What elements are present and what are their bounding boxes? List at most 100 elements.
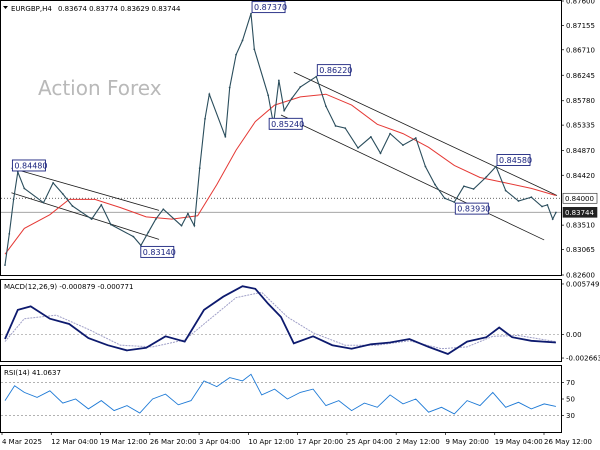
trend-line [293,71,558,196]
price-point [277,79,280,82]
x-tick-label: 26 May 12:00 [544,438,592,446]
symbol-dropdown-icon[interactable] [3,6,8,9]
price-callout: 0.83930 [454,202,490,215]
price-point [402,144,404,147]
y-tick-label: 0.83065 [566,246,595,254]
price-point [42,201,45,204]
price-point [100,203,103,206]
price-point [71,205,74,207]
price-callout: 0.84480 [11,159,48,172]
x-tick-label: 9 May 20:00 [445,438,489,446]
x-axis: 4 Mar 2025 12 Mar 04:00 19 Mar 12:00 26 Mar… [1,432,592,446]
callout-box [11,159,46,172]
price-callouts: 0.84480 0.83140 0.87370 0.85240 0.86220 0.845… [11,1,532,258]
price-point [154,218,157,221]
callout-box [140,245,175,258]
price-callout: 0.83140 [140,245,176,258]
price-point [434,183,436,186]
price-point [132,235,135,238]
y-tick-label: 0.87600 [566,0,595,6]
y-tick-label: 0.82600 [566,272,595,280]
callout-box [454,202,489,215]
price-point [379,152,382,155]
x-tick-label: 12 Mar 04:00 [51,438,98,446]
price-point [198,167,201,170]
y-tick-label: 0.84420 [566,172,595,180]
price-point [187,212,189,215]
trend-lines [11,71,558,241]
price-callout: 0.87370 [251,1,287,14]
price-point [241,39,244,42]
price-tag-label: 0.83744 [565,209,594,217]
price-point [139,244,142,247]
price-point [267,94,270,97]
price-point [546,203,549,206]
price-callout: 0.84580 [496,154,532,166]
price-point [530,196,533,199]
x-tick-label: 2 May 12:00 [396,438,440,446]
rsi-panel-frame [0,365,562,433]
macd-label: MACD(12,26,9) -0.000879 -0.000771 [4,283,133,291]
price-tag-box [562,192,598,204]
price-point [283,109,286,112]
price-point [12,198,15,201]
price-point [443,197,446,200]
x-tick-label: 19 May 04:00 [495,438,543,446]
rsi-tick-label: 30 [566,412,575,420]
trend-line [280,114,545,241]
price-point [23,187,26,190]
price-point [485,176,488,178]
last-price-tag: 0.83744 [562,207,598,218]
price-point [551,218,554,221]
y-tick-label: 0.85335 [566,122,595,130]
x-tick-label: 26 Mar 20:00 [150,438,197,446]
callout-label: 0.84580 [499,156,532,165]
price-point [315,75,318,78]
rsi-axis: 70 50 30 [561,379,575,420]
symbol-label: EURGBP,H4 [11,5,52,13]
price-point [334,125,337,127]
y-tick-label: 0.87155 [566,22,595,30]
price-point [16,171,19,173]
price-point [463,185,465,188]
price-point [193,224,196,227]
price-point [517,200,520,202]
trend-line [11,192,160,240]
macd-tick-label: 0.005749 [566,280,599,288]
price-point [504,189,507,192]
y-axis: 0.87600 0.87155 0.86710 0.86245 0.85780 0.853… [561,0,595,280]
price-point [495,165,497,168]
price-series [4,12,557,267]
macd-signal-line [4,291,556,350]
y-tick-label: 0.86245 [566,72,595,80]
price-point [369,136,372,138]
y-tick-label: 0.84870 [566,147,595,155]
callout-label: 0.87370 [254,3,287,12]
callout-box [251,1,286,14]
x-tick-label: 25 Apr 04:00 [347,438,393,446]
price-point [8,233,11,235]
price-point [299,86,302,88]
price-point [224,136,227,138]
price-point [61,192,64,195]
y-tick-label: 0.83510 [566,222,595,230]
callout-box [496,154,531,166]
callout-label: 0.83140 [143,248,176,257]
rsi-tick-label: 70 [566,379,575,387]
price-point [325,105,327,108]
price-point [180,224,183,227]
callout-label: 0.83930 [457,205,490,214]
price-point [4,264,6,267]
x-tick-label: 17 Apr 20:00 [298,438,344,446]
price-point [414,137,417,139]
macd-line [4,285,556,355]
callout-label: 0.85240 [271,120,304,129]
ohlc-values: 0.83674 0.83774 0.83629 0.83744 [58,5,181,13]
macd-tick-label: -0.002663 [566,355,600,363]
trend-line [11,167,160,211]
price-point [204,117,206,120]
price-point [290,97,293,100]
macd-series [1,285,561,355]
